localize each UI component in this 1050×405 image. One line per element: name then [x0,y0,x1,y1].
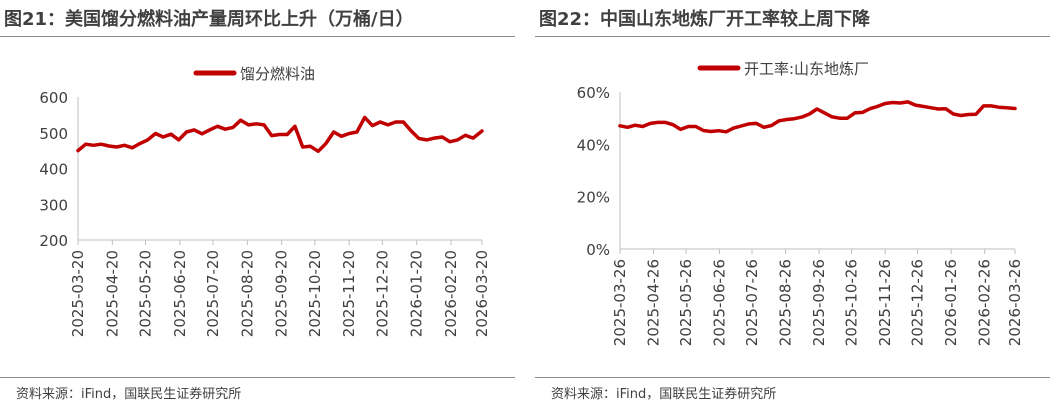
y-tick-label: 20% [577,189,610,207]
x-tick-label: 2026-03-26 [1006,259,1024,346]
x-tick-label: 2025-11-26 [876,259,894,346]
y-tick-label: 400 [39,161,68,179]
x-tick-label: 2025-10-26 [843,259,861,346]
x-tick-label: 2025-04-26 [645,259,663,346]
legend: 开工率:山东地炼厂 [697,60,869,78]
x-tick-label: 2025-10-20 [306,250,324,337]
series-line [76,115,484,154]
legend-label: 馏分燃料油 [240,65,315,83]
source-note: 资料来源：iFind，国联民生证券研究所 [551,387,777,402]
x-tick-label: 2025-09-20 [273,250,291,337]
y-tick-label: 300 [39,196,68,214]
x-tick-label: 2025-06-20 [171,250,189,337]
x-tick-label: 2025-05-26 [677,259,695,346]
x-tick-label: 2025-12-26 [909,259,927,346]
figure-title: 图21：美国馏分燃料油产量周环比上升（万桶/日） [4,9,414,30]
y-tick-label: 0% [586,241,610,259]
legend: 馏分燃料油 [193,65,315,83]
x-tick-label: 2025-08-20 [238,250,256,337]
y-tick-label: 500 [39,125,68,143]
y-tick-label: 60% [577,84,610,102]
source-divider [0,377,515,378]
y-tick-label: 600 [39,89,68,107]
source-note: 资料来源：iFind，国联民生证券研究所 [16,387,242,402]
x-tick-label: 2025-05-20 [137,250,155,337]
x-tick-label: 2026-02-26 [976,259,994,346]
x-tick-label: 2025-07-26 [743,259,761,346]
figure-title: 图22：中国山东地炼厂开工率较上周下降 [539,9,871,30]
x-tick-label: 2026-01-26 [942,259,960,346]
y-tick-label: 40% [577,136,610,154]
x-tick-label: 2025-03-20 [69,250,87,337]
x-tick-label: 2025-03-26 [611,259,629,346]
x-tick-label: 2025-11-20 [340,250,358,337]
x-tick-label: 2025-08-26 [777,259,795,346]
x-tick-label: 2026-03-20 [473,250,491,337]
legend-label: 开工率:山东地炼厂 [744,60,869,78]
line-chart-distillate-output: 200 300 400 500 600 2025-03-20 2025-04-20 2025-… [39,65,491,337]
x-tick-label: 2025-06-26 [711,259,729,346]
x-tick-label: 2025-04-20 [103,250,121,337]
x-tick-label: 2025-09-26 [810,259,828,346]
series-line [618,100,1017,134]
chart-panel-right: 图22：中国山东地炼厂开工率较上周下降 0% 20% 40% 60% 2025-03-2… [535,0,1050,405]
x-tick-label: 2025-12-20 [373,250,391,337]
chart-panel-left: 图21：美国馏分燃料油产量周环比上升（万桶/日） 200 300 400 500 600… [0,0,515,405]
line-chart-refinery-utilization: 0% 20% 40% 60% 2025-03-26 2025-04-26 2025-05-2… [577,60,1024,346]
source-divider [535,377,1050,378]
x-tick-label: 2026-02-20 [442,250,460,337]
title-divider [0,36,515,37]
x-tick-label: 2026-01-20 [408,250,426,337]
y-tick-label: 200 [39,232,68,250]
title-divider [535,36,1050,37]
x-tick-label: 2025-07-20 [204,250,222,337]
